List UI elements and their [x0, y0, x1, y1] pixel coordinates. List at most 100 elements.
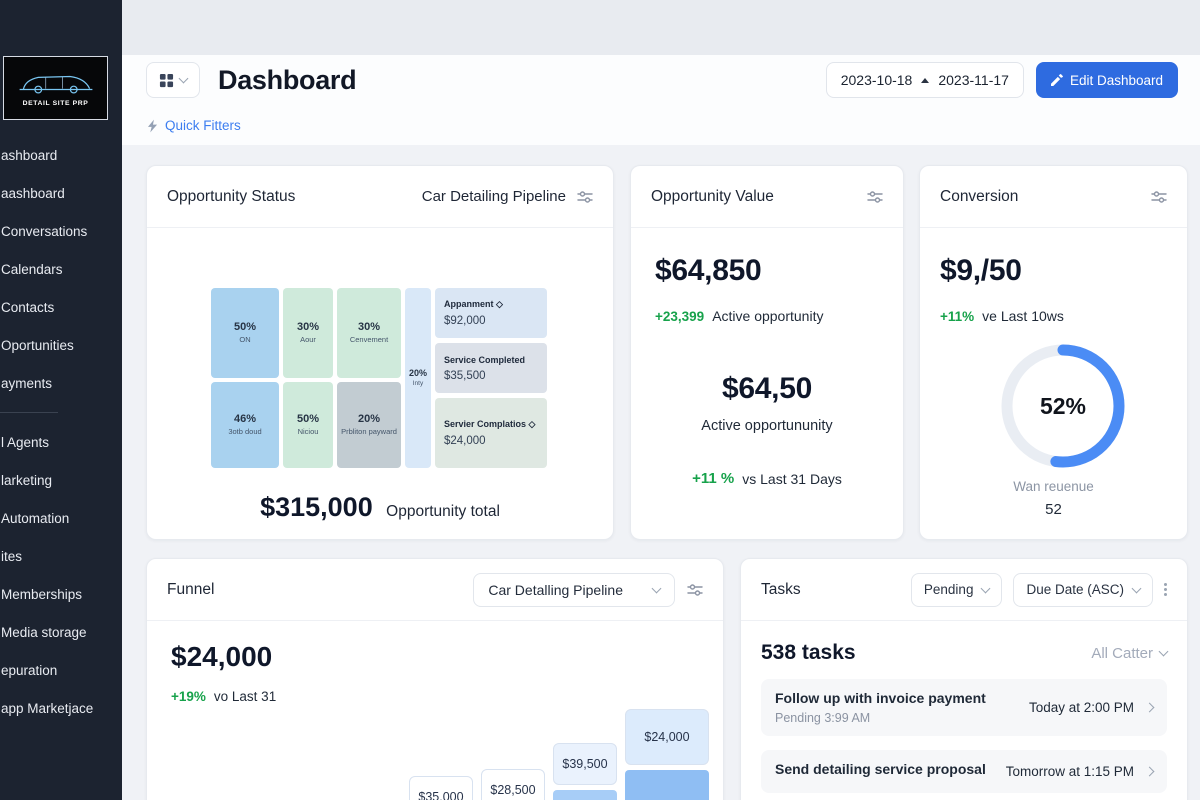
sidebar-item-memberships[interactable]: Memberships — [1, 586, 83, 602]
opportunity-status-treemap: 50% ON 46% 3otb doud 30% Aour — [211, 288, 613, 468]
legend-name: Appanment ◇ — [444, 299, 503, 309]
chevron-down-icon — [178, 73, 189, 84]
sliders-icon[interactable] — [867, 190, 883, 204]
sidebar-item-payments[interactable]: ayments — [1, 375, 53, 391]
sidebar-item-app-marketplace[interactable]: app Marketjace — [1, 700, 94, 716]
sidebar-item-marketing[interactable]: larketing — [1, 472, 53, 488]
treemap-block[interactable]: 20% Prbliton payward — [337, 382, 401, 468]
funnel-bar[interactable]: $35,000 — [409, 776, 473, 800]
sidebar-item-opportunities[interactable]: Oportunities — [1, 337, 74, 353]
sidebar-item-reputation[interactable]: epuration — [1, 662, 58, 678]
block-pct: 46% — [233, 413, 257, 426]
pipeline-label: Car Detailing Pipeline — [421, 188, 566, 205]
sliders-icon[interactable] — [687, 583, 703, 597]
sliders-icon[interactable] — [577, 190, 593, 204]
task-subtext: Pending 3:99 AM — [775, 711, 871, 725]
treemap-block[interactable]: 30% Aour — [283, 288, 333, 378]
funnel-delta-row: +19% vo Last 31 — [171, 689, 723, 704]
funnel-card: Funnel Car Detalling Pipeline $24,000 +1… — [146, 558, 724, 800]
date-end: 2023-11-17 — [938, 72, 1009, 88]
tasks-status-filter-value: Pending — [923, 582, 974, 597]
card-title: Opportunity Status — [167, 187, 296, 205]
legend-name: Service Completed — [444, 354, 526, 365]
chevron-right-icon — [1144, 766, 1155, 777]
sidebar-item-dashboard[interactable]: ashboard — [1, 147, 58, 163]
chevron-down-icon — [1131, 583, 1142, 593]
treemap-block[interactable]: 30% Cenvement — [337, 288, 401, 378]
block-label: Cenvement — [349, 335, 389, 345]
tasks-sort-select[interactable]: Due Date (ASC) — [1013, 572, 1153, 607]
task-title: Follow up with invoice payment — [775, 690, 986, 706]
opportunity-total-value: $315,000 — [260, 492, 373, 522]
page-title: Dashboard — [218, 64, 357, 95]
conversion-card: Conversion $9,/50 +11% ve Last 10ws 52% — [919, 165, 1188, 540]
conversion-footer-value: 52 — [1045, 501, 1062, 518]
delta-badge: +11% — [940, 308, 975, 324]
legend-item[interactable]: Appanment ◇ $92,000 — [435, 288, 547, 338]
treemap-block[interactable]: 50% Niciou — [283, 382, 333, 468]
card-title: Opportunity Value — [651, 187, 774, 205]
task-row[interactable]: Send detailing service proposal Tomorrow… — [761, 750, 1167, 793]
sliders-icon[interactable] — [1151, 190, 1167, 204]
sidebar-item-sites[interactable]: ites — [1, 548, 23, 564]
task-row[interactable]: Follow up with invoice payment Pending 3… — [761, 679, 1167, 736]
delta-badge: +23,399 — [655, 308, 705, 324]
edit-dashboard-button[interactable]: Edit Dashboard — [1035, 62, 1178, 98]
funnel-header: Funnel Car Detalling Pipeline — [147, 559, 723, 621]
treemap-legend: Appanment ◇ $92,000 Service Completed $3… — [435, 288, 547, 468]
block-pct: 20% — [357, 413, 381, 426]
tasks-status-filter[interactable]: Pending — [910, 572, 1003, 607]
treemap-block[interactable]: 46% 3otb doud — [211, 382, 279, 468]
pipeline-select[interactable]: Car Detalling Pipeline — [473, 572, 675, 607]
sidebar-item-ai-agents[interactable]: l Agents — [1, 434, 50, 450]
treemap-block[interactable]: 20% Inty — [405, 288, 431, 468]
block-label: Prbliton payward — [341, 427, 397, 437]
conversion-donut-chart: 52% — [998, 341, 1128, 471]
chevron-down-icon — [1158, 646, 1169, 657]
opportunity-value-amount: $64,850 — [655, 254, 762, 287]
treemap-column: 30% Aour 50% Niciou — [283, 288, 333, 468]
header: Dashboard 2023-10-18 2023-11-17 Edit Das… — [122, 55, 1200, 145]
sidebar-item-calendars[interactable]: Calendars — [1, 261, 63, 277]
conversion-header: Conversion — [920, 166, 1187, 228]
treemap-column: 50% ON 46% 3otb doud — [211, 288, 279, 468]
sidebar-item-conversations[interactable]: Conversations — [1, 223, 88, 239]
opportunity-status-header: Opportunity Status Car Detailing Pipelin… — [147, 166, 613, 228]
legend-item[interactable]: Servier Complatios ◇ $24,000 — [435, 398, 547, 468]
task-due: Tomorrow at 1:15 PM — [1005, 764, 1134, 779]
sidebar-item-automation[interactable]: Automation — [1, 510, 70, 526]
funnel-bar-label: $35,000 — [409, 776, 473, 800]
quick-filters-link[interactable]: Quick Fitters — [148, 118, 241, 133]
funnel-bar[interactable]: $39,500 — [553, 743, 617, 800]
sidebar-divider — [0, 412, 58, 413]
date-range-picker[interactable]: 2023-10-18 2023-11-17 — [825, 62, 1024, 98]
trend-label: vs Last 31 Days — [742, 470, 842, 487]
funnel-bar[interactable]: $24,000 — [625, 709, 709, 800]
company-logo[interactable]: DETAIL SITE PRP — [3, 56, 108, 120]
sidebar: DETAIL SITE PRP ashboard aashboard Conve… — [0, 0, 122, 800]
dashboard-view-button[interactable] — [146, 62, 200, 98]
block-pct: 30% — [357, 321, 381, 334]
block-label: Niciou — [297, 427, 319, 437]
tasks-card: Tasks Pending Due Date (ASC) — [740, 558, 1188, 800]
conversion-value: $9,/50 — [940, 254, 1022, 287]
sidebar-item-contacts[interactable]: Contacts — [1, 299, 55, 315]
opportunity-value-header: Opportunity Value — [631, 166, 903, 228]
sidebar-item-media-storage[interactable]: Media storage — [1, 624, 87, 640]
legend-item[interactable]: Service Completed $35,500 — [435, 343, 547, 393]
treemap-block[interactable]: 50% ON — [211, 288, 279, 378]
pencil-icon — [1050, 74, 1063, 86]
tasks-sort-value: Due Date (ASC) — [1026, 582, 1124, 597]
tasks-category-filter[interactable]: All Catter — [1091, 645, 1169, 662]
lightning-icon — [148, 119, 158, 132]
funnel-bar[interactable]: $28,500 — [481, 769, 545, 800]
main-area: Dashboard 2023-10-18 2023-11-17 Edit Das… — [122, 0, 1200, 800]
sidebar-item-dashboard-2[interactable]: aashboard — [1, 185, 65, 201]
chevron-down-icon — [981, 583, 991, 593]
opportunity-status-card: Opportunity Status Car Detailing Pipelin… — [146, 165, 614, 540]
funnel-bar-label: $28,500 — [481, 769, 545, 800]
block-label: ON — [239, 335, 251, 345]
more-options-icon[interactable] — [1164, 583, 1167, 596]
quick-filters-label: Quick Fitters — [165, 118, 241, 133]
